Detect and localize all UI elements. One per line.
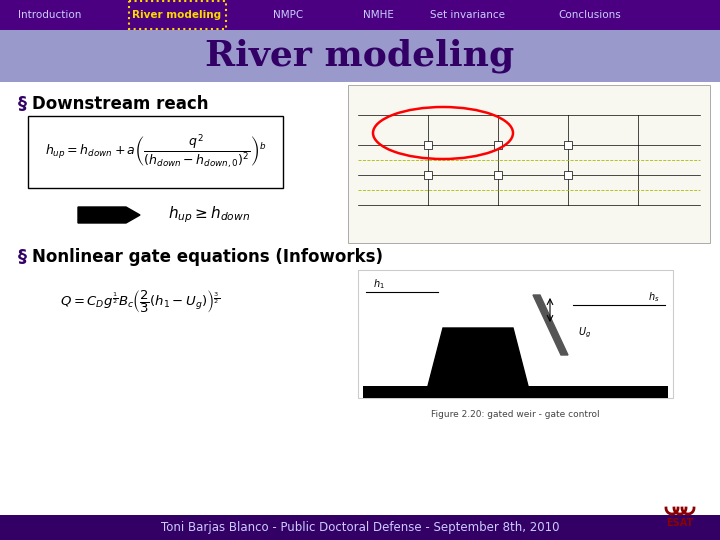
- Bar: [0, 30, 720, 82]
- Bar: [494, 171, 502, 179]
- Text: Nonlinear gate equations (Infoworks): Nonlinear gate equations (Infoworks): [32, 248, 383, 266]
- Text: Toni Barjas Blanco - Public Doctoral Defense - September 8th, 2010: Toni Barjas Blanco - Public Doctoral Def…: [161, 521, 559, 534]
- Text: $h_{up} \geq h_{down}$: $h_{up} \geq h_{down}$: [168, 205, 250, 225]
- Text: Figure 2.20: gated weir - gate control: Figure 2.20: gated weir - gate control: [431, 410, 600, 419]
- Bar: [363, 386, 668, 398]
- Text: River modeling: River modeling: [132, 10, 222, 20]
- Bar: [424, 171, 432, 179]
- Text: $h_{up} = h_{down} + a\left(\dfrac{q^2}{(h_{down} - h_{down,0})^2}\right)^b$: $h_{up} = h_{down} + a\left(\dfrac{q^2}{…: [45, 133, 266, 171]
- Text: NMHE: NMHE: [363, 10, 393, 20]
- Text: $U_g$: $U_g$: [578, 326, 591, 340]
- Bar: [358, 270, 673, 398]
- Bar: [424, 141, 432, 149]
- Text: Set invariance: Set invariance: [431, 10, 505, 20]
- FancyBboxPatch shape: [129, 1, 226, 29]
- Bar: [0, 515, 720, 540]
- Bar: [0, 0, 720, 30]
- FancyArrow shape: [78, 207, 140, 223]
- Polygon shape: [428, 328, 528, 386]
- Text: §: §: [18, 95, 27, 113]
- Text: Introduction: Introduction: [18, 10, 81, 20]
- Text: River modeling: River modeling: [205, 39, 515, 73]
- Text: $Q = C_D g^{\frac{1}{2}} B_c \left(\dfrac{2}{3}(h_1 - U_g)\right)^{\frac{3}{2}}$: $Q = C_D g^{\frac{1}{2}} B_c \left(\dfra…: [60, 288, 220, 315]
- Text: §: §: [18, 248, 27, 266]
- Text: ESAT: ESAT: [667, 518, 693, 528]
- Text: NMPC: NMPC: [273, 10, 303, 20]
- Polygon shape: [533, 295, 568, 355]
- Bar: [564, 171, 572, 179]
- Text: $h_1$: $h_1$: [373, 277, 384, 291]
- Text: Conclusions: Conclusions: [559, 10, 621, 20]
- Text: Downstream reach: Downstream reach: [32, 95, 209, 113]
- Text: $h_s$: $h_s$: [648, 290, 660, 304]
- Bar: [564, 141, 572, 149]
- Bar: [348, 85, 710, 243]
- Bar: [28, 116, 283, 188]
- Bar: [494, 141, 502, 149]
